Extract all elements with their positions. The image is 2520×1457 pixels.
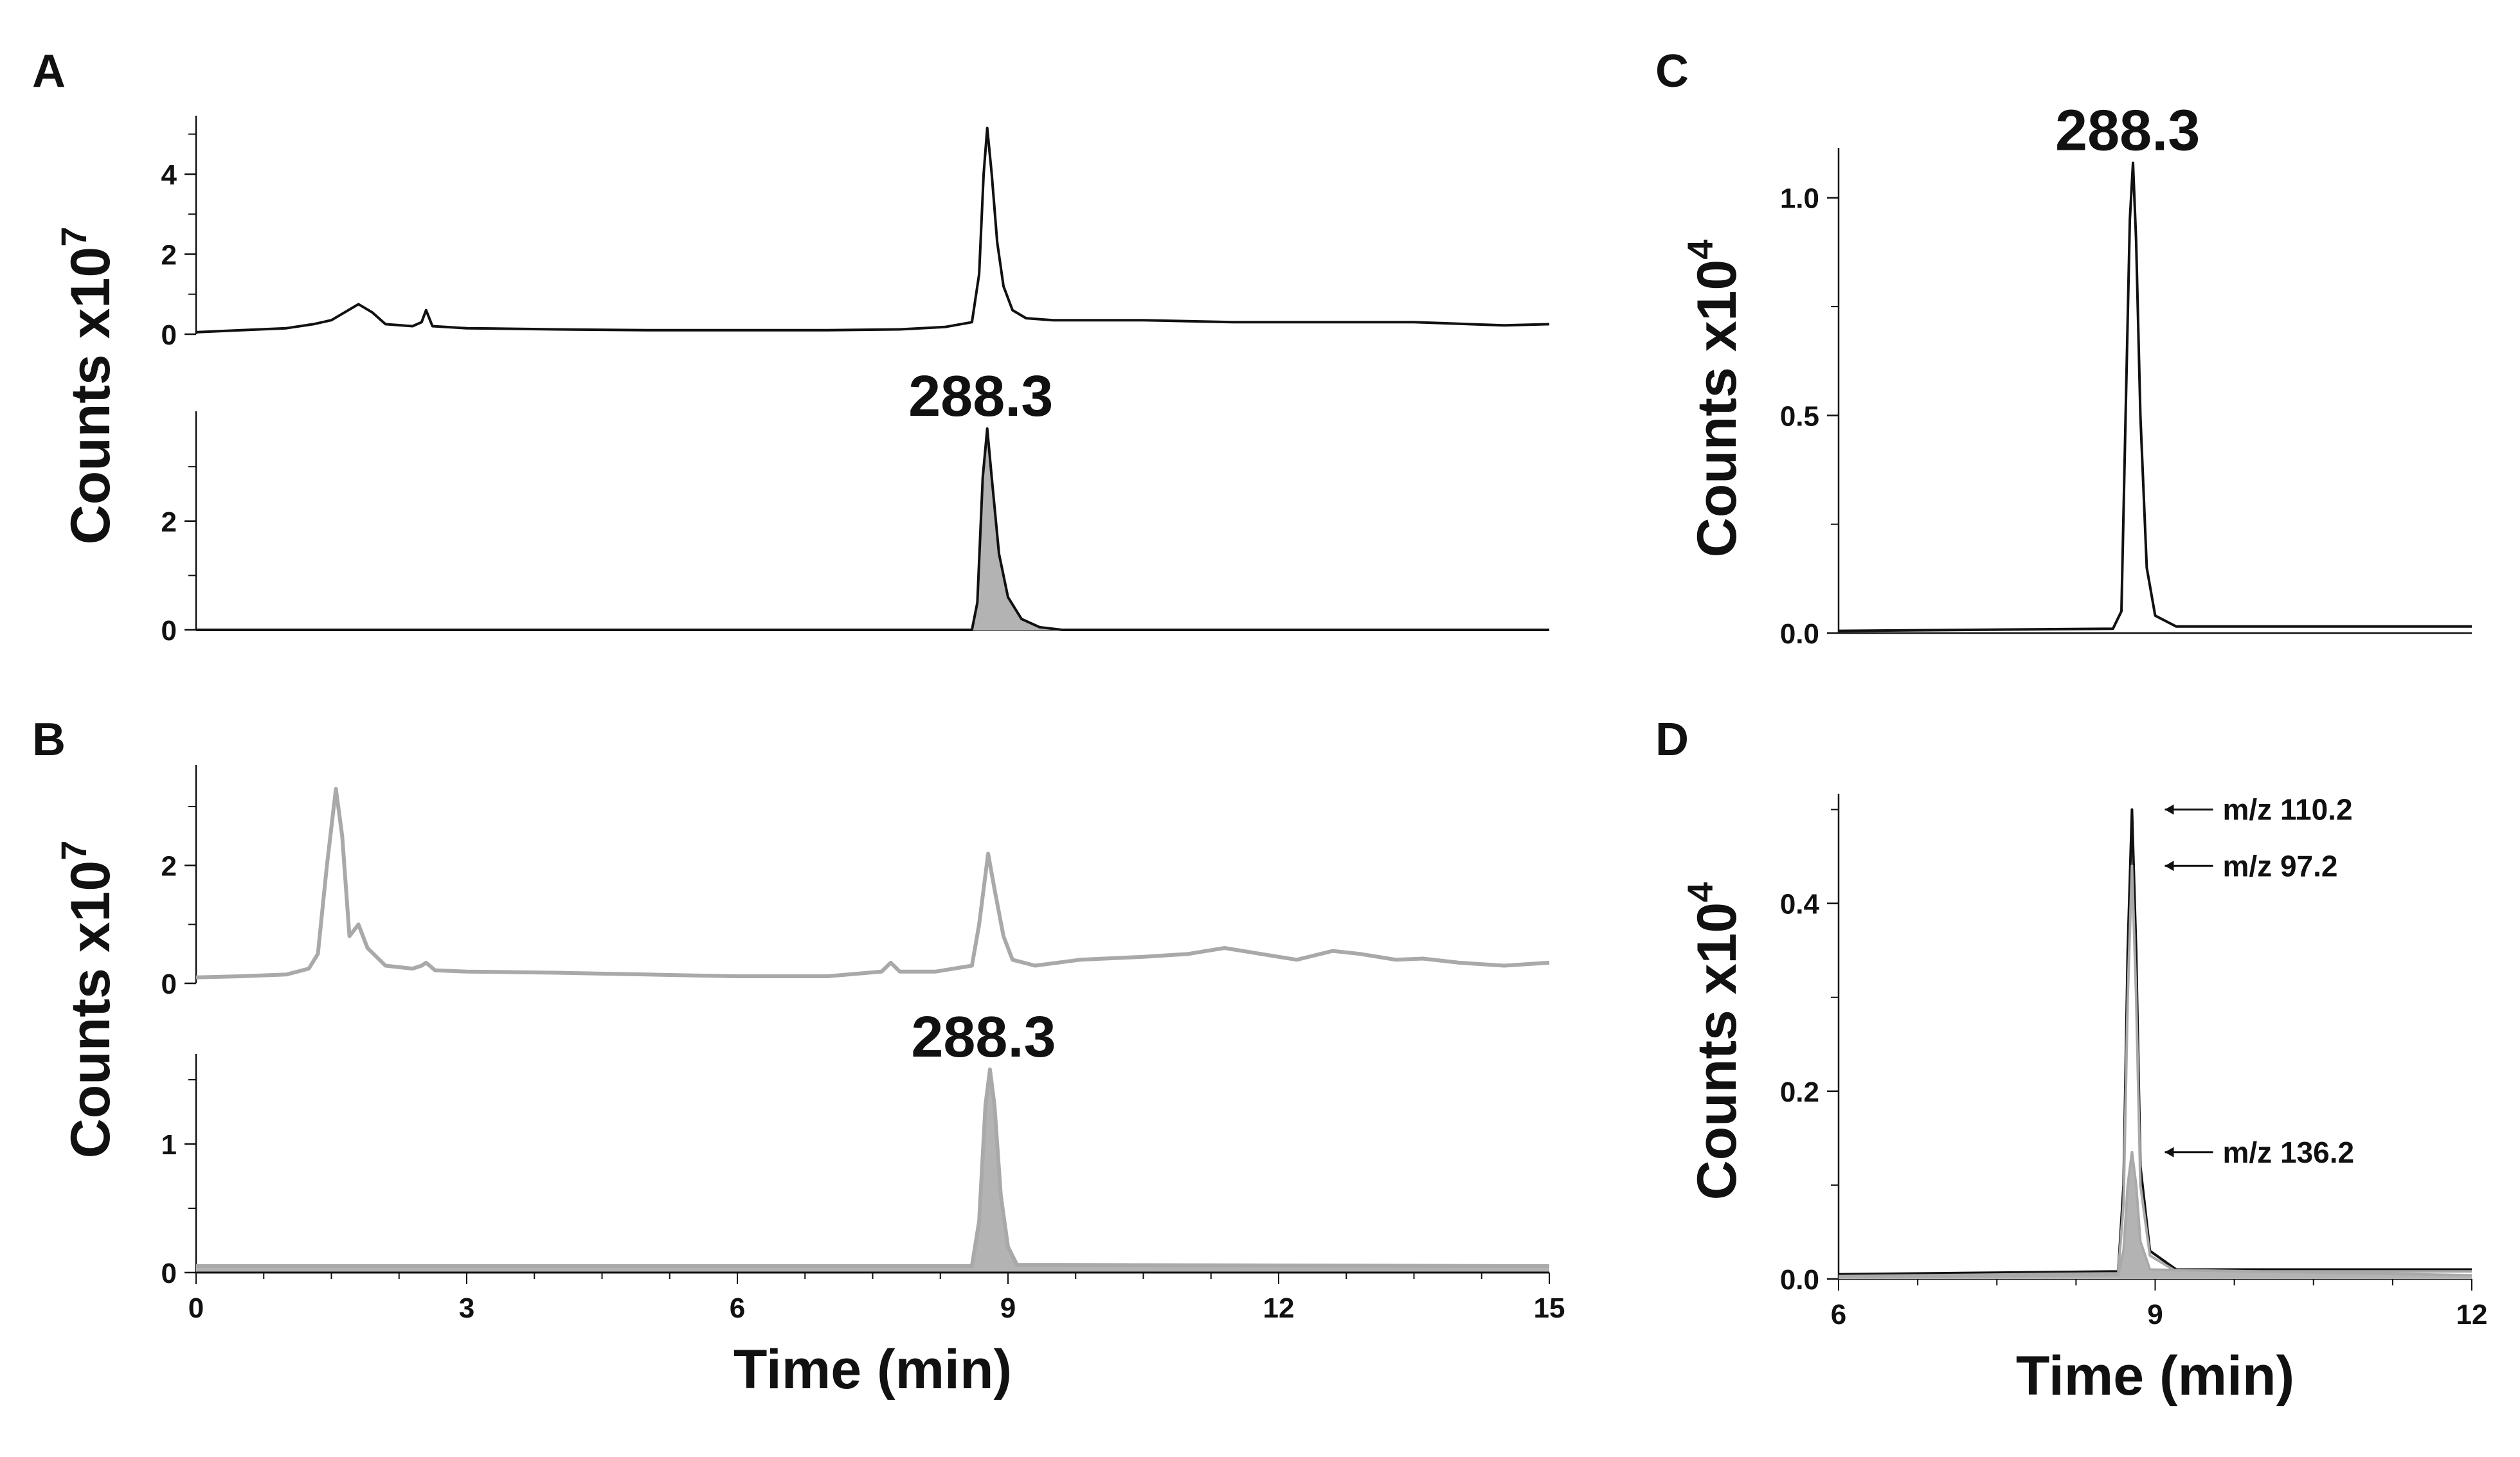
y-tick-label: 2 (161, 506, 177, 538)
chart-a-bottom: 0 2 288.3 (161, 364, 1549, 647)
annotation-arrowhead (2164, 1147, 2174, 1158)
panel-c-ylabel: Counts x104 (1680, 240, 1748, 558)
annotation-label: m/z 110.2 (2223, 793, 2353, 827)
peak-label: 288.3 (911, 1005, 1056, 1069)
panel-d-ylabel: Counts x104 (1680, 882, 1748, 1201)
panel-letter-c: C (1655, 46, 1689, 97)
chart-b-xaxis: 0 3 6 9 12 15 Time (min) (188, 1271, 1565, 1400)
y-tick-label: 0 (161, 319, 177, 351)
x-axis-title: Time (min) (734, 1339, 1012, 1400)
y-tick-label: 4 (161, 159, 177, 191)
peak-label: 288.3 (908, 364, 1053, 429)
chart-b-bottom: 0 1 288.3 (161, 1005, 1550, 1289)
y-tick-label: 0 (161, 969, 177, 1000)
series-line-0 (195, 787, 1550, 979)
peak-label: 288.3 (2055, 99, 2200, 163)
x-axis-title: Time (min) (2016, 1345, 2294, 1407)
y-tick-label: 1 (161, 1129, 177, 1161)
series-line-0 (196, 427, 1549, 631)
panel-a-ylabel: Counts x107 (53, 227, 122, 545)
x-tick-label: 3 (459, 1292, 474, 1324)
x-tick-label: 9 (1000, 1292, 1016, 1324)
x-tick-label: 0 (188, 1292, 204, 1324)
y-tick-label: 2 (161, 851, 177, 882)
series-line-0 (1838, 161, 2472, 632)
y-tick-label: 0 (161, 615, 177, 647)
series-fill (196, 1069, 1549, 1273)
panel-b-ylabel: Counts x107 (53, 841, 122, 1159)
annotation-arrowhead (2164, 861, 2174, 872)
x-tick-label: 12 (2456, 1299, 2488, 1330)
y-tick-label: 0 (161, 1258, 177, 1289)
annotation-label: m/z 136.2 (2223, 1136, 2355, 1169)
y-tick-label: 0.2 (1780, 1077, 1819, 1108)
panel-letter-b: B (32, 714, 66, 765)
series-line-2 (1838, 1150, 2472, 1279)
series-line-1 (1838, 864, 2472, 1278)
x-tick-label: 6 (730, 1292, 745, 1324)
x-tick-label: 15 (1534, 1292, 1565, 1324)
y-tick-label: 0.0 (1780, 618, 1819, 650)
y-tick-label: 0.0 (1780, 1264, 1819, 1296)
x-tick-label: 12 (1263, 1292, 1295, 1324)
y-tick-label: 2 (161, 239, 177, 271)
panel-letter-a: A (32, 46, 66, 97)
annotation-label: m/z 97.2 (2223, 849, 2338, 882)
chart-a-top: 0 2 4 (161, 116, 1550, 351)
y-tick-label: 0.5 (1780, 400, 1819, 432)
chart-layer: 02402288.30201288.30.00.51.0288.30.00.20… (161, 99, 2488, 1407)
annotation-arrowhead (2164, 804, 2174, 815)
y-tick-label: 0.4 (1780, 889, 1820, 920)
panel-letter-d: D (1655, 714, 1689, 765)
series-line-0 (1838, 808, 2472, 1276)
series-line-0 (196, 1068, 1550, 1268)
chart-b-top: 02 (161, 765, 1550, 1000)
y-tick-label: 1.0 (1780, 183, 1819, 215)
chart-c: 0.0 0.5 1.0 288.3 (1780, 99, 2472, 650)
x-tick-label: 6 (1831, 1299, 1846, 1330)
chart-d: 0.0 0.2 0.4 6 9 12 Time (min) m/z 110.2 m/z 97.2… (1780, 793, 2488, 1407)
x-tick-label: 9 (2147, 1299, 2163, 1330)
series-fill (196, 428, 1549, 630)
series-line-0 (195, 127, 1550, 334)
